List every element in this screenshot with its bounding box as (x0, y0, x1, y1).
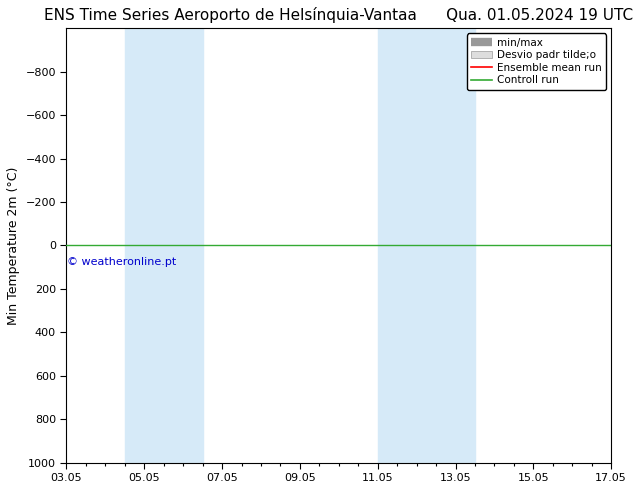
Bar (378, 28, 475, 463)
Y-axis label: Min Temperature 2m (°C): Min Temperature 2m (°C) (7, 166, 20, 325)
Legend: min/max, Desvio padr tilde;o, Ensemble mean run, Controll run: min/max, Desvio padr tilde;o, Ensemble m… (467, 33, 606, 90)
Title: ENS Time Series Aeroporto de Helsínquia-Vantaa      Qua. 01.05.2024 19 UTC: ENS Time Series Aeroporto de Helsínquia-… (44, 7, 633, 23)
Bar (125, 28, 203, 463)
Text: © weatheronline.pt: © weatheronline.pt (67, 257, 176, 267)
